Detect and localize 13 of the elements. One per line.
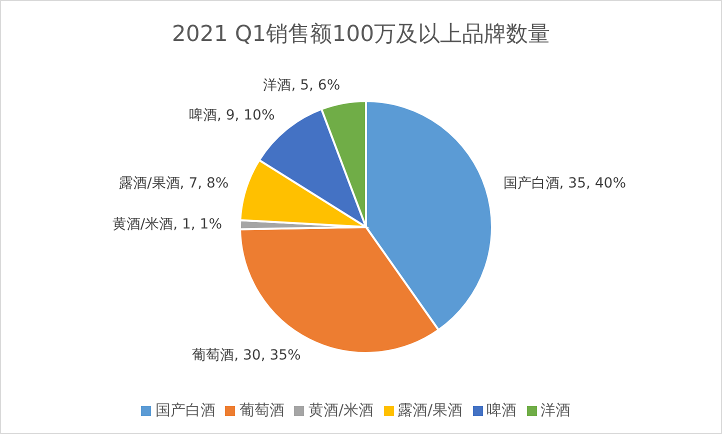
legend-label: 葡萄酒 — [239, 401, 284, 419]
data-label: 国产白酒, 35, 40% — [503, 175, 626, 192]
legend-label: 黄酒/米酒 — [308, 401, 374, 419]
data-label: 洋酒, 5, 6% — [263, 77, 340, 94]
legend-label: 国产白酒 — [155, 401, 216, 419]
data-label: 黄酒/米酒, 1, 1% — [112, 216, 222, 232]
chart-title: 2021 Q1销售额100万及以上品牌数量 — [170, 21, 552, 49]
data-label: 露酒/果酒, 7, 8% — [119, 175, 229, 192]
data-label: 葡萄酒, 30, 35% — [192, 347, 301, 364]
legend-label: 露酒/果酒 — [398, 401, 463, 419]
data-label: 啤酒, 9, 10% — [188, 108, 275, 124]
legend-label: 啤酒 — [486, 401, 517, 419]
legend-label: 洋酒 — [540, 401, 571, 419]
